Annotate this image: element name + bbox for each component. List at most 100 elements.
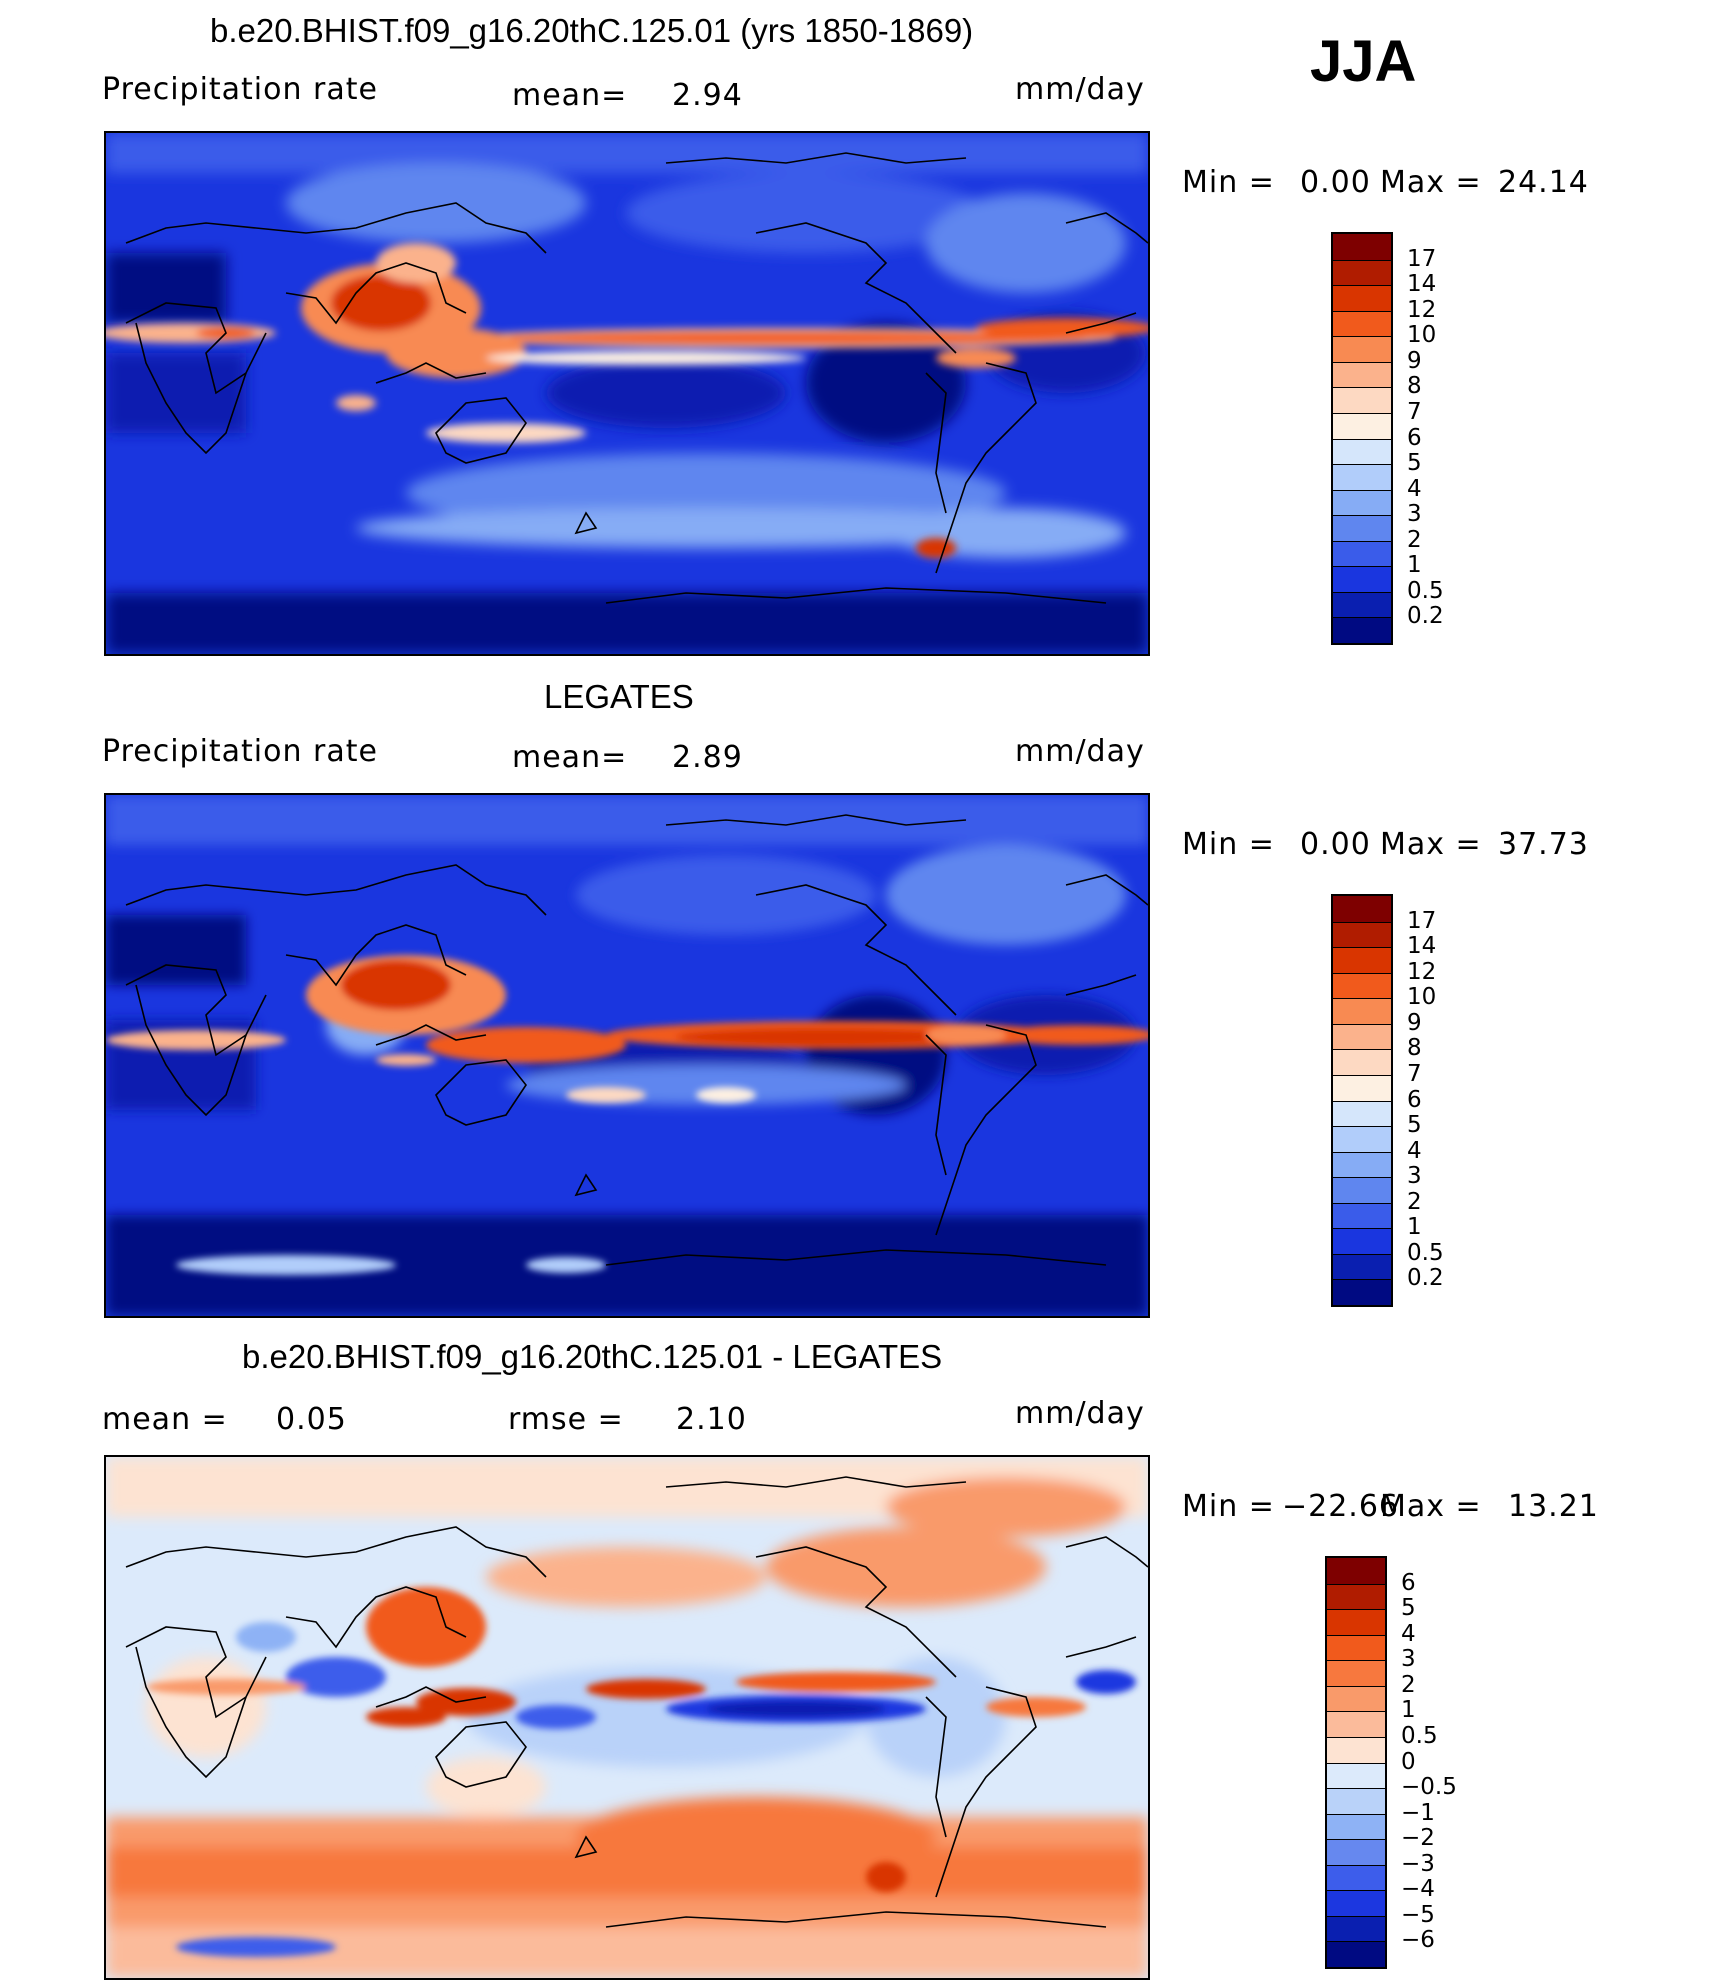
colorbar-tick-label: 0.5 bbox=[1407, 577, 1444, 604]
colorbar-tick-label: 2 bbox=[1401, 1671, 1416, 1698]
colorbar-segment bbox=[1327, 1813, 1385, 1840]
panel1-max-value: 24.14 bbox=[1498, 165, 1589, 200]
colorbar-segment bbox=[1327, 1762, 1385, 1789]
panel3-mean-value: 0.05 bbox=[276, 1402, 347, 1437]
colorbar-segment bbox=[1333, 515, 1391, 541]
colorbar-tick-label: 9 bbox=[1407, 347, 1422, 374]
colorbar-segment bbox=[1333, 361, 1391, 388]
panel3-rmse-label: rmse = bbox=[508, 1402, 624, 1437]
colorbar-segment bbox=[1333, 540, 1391, 567]
colorbar-tick-label: 0.5 bbox=[1401, 1722, 1438, 1749]
colorbar-tick-label: 6 bbox=[1401, 1569, 1416, 1596]
panel2-mean-label: mean= bbox=[512, 740, 628, 775]
colorbar-tick-label: 14 bbox=[1407, 271, 1437, 298]
colorbar-tick-label: 17 bbox=[1407, 907, 1437, 934]
colorbar-segment bbox=[1333, 1177, 1391, 1203]
colorbar-segment bbox=[1333, 1202, 1391, 1229]
colorbar-tick-label: 6 bbox=[1407, 424, 1422, 451]
colorbar-tick-label: 0.2 bbox=[1407, 603, 1444, 630]
panel2-max-value: 37.73 bbox=[1498, 827, 1589, 862]
colorbar-segment bbox=[1327, 1634, 1385, 1661]
colorbar-segment bbox=[1327, 1941, 1385, 1967]
panel1-variable-label: Precipitation rate bbox=[102, 72, 378, 107]
colorbar-segment bbox=[1327, 1660, 1385, 1686]
panel1-mean-label: mean= bbox=[512, 78, 628, 113]
panel2-mean-value: 2.89 bbox=[672, 740, 743, 775]
panel2-variable-label: Precipitation rate bbox=[102, 734, 378, 769]
colorbar-segment bbox=[1333, 1228, 1391, 1254]
colorbar-segment bbox=[1333, 921, 1391, 948]
colorbar-tick-label: 4 bbox=[1407, 1137, 1422, 1164]
panel1-map-field bbox=[106, 133, 1148, 654]
colorbar-segment bbox=[1333, 1100, 1391, 1127]
colorbar-segment bbox=[1327, 1609, 1385, 1635]
colorbar-segment bbox=[1333, 412, 1391, 439]
colorbar-segment bbox=[1333, 1023, 1391, 1050]
colorbar-tick-label: 0.5 bbox=[1407, 1239, 1444, 1266]
colorbar-tick-label: 1 bbox=[1401, 1697, 1416, 1724]
colorbar-tick-label: 4 bbox=[1401, 1620, 1416, 1647]
colorbar-segment bbox=[1327, 1890, 1385, 1916]
colorbar-tick-label: 3 bbox=[1407, 501, 1422, 528]
colorbar-tick-label: 10 bbox=[1407, 984, 1437, 1011]
colorbar-tick-label: 0.2 bbox=[1407, 1265, 1444, 1292]
colorbar-tick-label: 1 bbox=[1407, 552, 1422, 579]
panel3-colorbar bbox=[1325, 1556, 1387, 1969]
colorbar-segment bbox=[1333, 1049, 1391, 1075]
colorbar-segment bbox=[1333, 1074, 1391, 1101]
colorbar-segment bbox=[1333, 617, 1391, 643]
colorbar-segment bbox=[1327, 1558, 1385, 1584]
colorbar-tick-label: 2 bbox=[1407, 526, 1422, 553]
colorbar-segment bbox=[1333, 464, 1391, 490]
panel2-map bbox=[104, 793, 1150, 1318]
colorbar-segment bbox=[1333, 259, 1391, 286]
colorbar-tick-label: 8 bbox=[1407, 1035, 1422, 1062]
panel3-max-value: 13.21 bbox=[1508, 1489, 1599, 1524]
panel1-colorbar bbox=[1331, 232, 1393, 645]
colorbar-tick-label: 14 bbox=[1407, 933, 1437, 960]
panel1-min-label: Min = bbox=[1182, 165, 1275, 200]
colorbar-tick-label: 2 bbox=[1407, 1188, 1422, 1215]
colorbar-segment bbox=[1333, 998, 1391, 1024]
colorbar-segment bbox=[1333, 566, 1391, 592]
panel1-max-label: Max = bbox=[1380, 165, 1482, 200]
colorbar-segment bbox=[1327, 1788, 1385, 1814]
colorbar-segment bbox=[1327, 1736, 1385, 1763]
colorbar-segment bbox=[1333, 947, 1391, 973]
colorbar-segment bbox=[1333, 1126, 1391, 1152]
season-label: JJA bbox=[1310, 29, 1417, 94]
panel2-max-label: Max = bbox=[1380, 827, 1482, 862]
colorbar-segment bbox=[1327, 1711, 1385, 1737]
colorbar-segment bbox=[1333, 438, 1391, 465]
panel3-min-label: Min = bbox=[1182, 1489, 1275, 1524]
colorbar-segment bbox=[1333, 336, 1391, 362]
colorbar-segment bbox=[1333, 591, 1391, 618]
colorbar-segment bbox=[1333, 234, 1391, 260]
colorbar-tick-label: 10 bbox=[1407, 322, 1437, 349]
panel2-min-label: Min = bbox=[1182, 827, 1275, 862]
colorbar-tick-label: 4 bbox=[1407, 475, 1422, 502]
colorbar-tick-label: 0 bbox=[1401, 1748, 1416, 1775]
panel2-units: mm/day bbox=[1015, 734, 1145, 769]
colorbar-segment bbox=[1333, 1279, 1391, 1305]
colorbar-tick-label: 9 bbox=[1407, 1009, 1422, 1036]
panel1-mean-value: 2.94 bbox=[672, 78, 743, 113]
colorbar-tick-label: −1 bbox=[1401, 1799, 1435, 1826]
colorbar-segment bbox=[1327, 1839, 1385, 1865]
colorbar-segment bbox=[1333, 1151, 1391, 1178]
colorbar-tick-label: 12 bbox=[1407, 296, 1437, 323]
panel1-units: mm/day bbox=[1015, 72, 1145, 107]
colorbar-tick-label: 8 bbox=[1407, 373, 1422, 400]
colorbar-tick-label: −4 bbox=[1401, 1876, 1435, 1903]
panel2-min-value: 0.00 bbox=[1300, 827, 1371, 862]
colorbar-segment bbox=[1333, 489, 1391, 516]
colorbar-tick-label: 1 bbox=[1407, 1214, 1422, 1241]
colorbar-tick-label: 5 bbox=[1407, 450, 1422, 477]
colorbar-tick-label: 12 bbox=[1407, 958, 1437, 985]
colorbar-segment bbox=[1327, 1864, 1385, 1891]
colorbar-segment bbox=[1333, 310, 1391, 337]
panel3-mean-label: mean = bbox=[102, 1402, 228, 1437]
colorbar-tick-label: −6 bbox=[1401, 1927, 1435, 1954]
panel3-min-value: −22.66 bbox=[1282, 1489, 1400, 1524]
colorbar-tick-label: −3 bbox=[1401, 1850, 1435, 1877]
